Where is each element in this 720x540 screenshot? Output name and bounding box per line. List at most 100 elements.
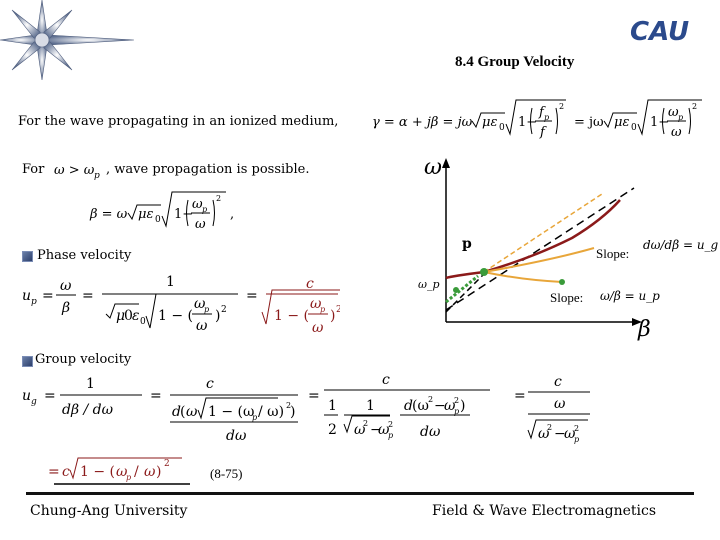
- footer-left: Chung-Ang University: [30, 503, 188, 519]
- point-label: p: [462, 236, 472, 252]
- slope-ug-expression: dω/dβ = u_g: [643, 238, 719, 252]
- svg-text:1 − (: 1 − (: [274, 308, 309, 324]
- svg-text:,: ,: [230, 207, 234, 222]
- svg-text:μ: μ: [116, 308, 125, 324]
- svg-text:p: p: [574, 435, 579, 444]
- group-velocity-result: = c 1 − (ωp / ω) 2: [48, 457, 190, 485]
- svg-text:p: p: [202, 205, 207, 214]
- svg-text:ω: ω: [144, 464, 156, 480]
- svg-text:u: u: [22, 388, 31, 404]
- svg-text:c: c: [206, 376, 214, 392]
- svg-text:p: p: [388, 431, 393, 440]
- svg-text:dω: dω: [420, 424, 441, 440]
- svg-text:β: β: [61, 300, 70, 316]
- svg-text:1−: 1−: [518, 115, 537, 130]
- svg-text:): ): [460, 398, 465, 414]
- svg-text:1 − (: 1 − (: [80, 464, 115, 480]
- svg-text:1: 1: [86, 376, 95, 392]
- svg-text:0: 0: [155, 215, 161, 225]
- svg-text:ω: ω: [354, 422, 366, 438]
- intro-text: For the wave propagating in an ionized m…: [18, 114, 339, 129]
- svg-text:c: c: [554, 374, 562, 390]
- slope-up-expression: ω/β = u_p: [600, 289, 660, 303]
- svg-text:2: 2: [692, 102, 697, 111]
- phase-line: [445, 273, 485, 313]
- point-marker: [453, 287, 459, 293]
- svg-text:=: =: [246, 288, 258, 304]
- footer-right: Field & Wave Electromagnetics: [432, 503, 657, 519]
- svg-text:2: 2: [363, 419, 368, 428]
- group-velocity-label: Group velocity: [35, 352, 132, 367]
- slide-title: 8.4 Group Velocity: [455, 54, 575, 70]
- university-logo: CAU: [626, 10, 702, 50]
- dispersion-diagram: ω β p ω_p: [418, 155, 651, 342]
- svg-text:): ): [156, 464, 161, 480]
- svg-text:p: p: [678, 113, 683, 122]
- for-label: For: [22, 162, 45, 177]
- point-marker: [559, 279, 565, 285]
- svg-text:dω: dω: [226, 428, 247, 444]
- svg-text:0: 0: [499, 123, 505, 133]
- slope-ug-label: Slope:: [596, 246, 630, 261]
- svg-text:CAU: CAU: [630, 17, 689, 47]
- svg-text:−: −: [554, 426, 566, 442]
- svg-text:/: /: [134, 464, 139, 480]
- svg-text:= jω: = jω: [574, 115, 604, 130]
- svg-text:dβ / dω: dβ / dω: [62, 402, 114, 418]
- svg-text:=: =: [150, 388, 162, 404]
- svg-text:ω: ω: [668, 105, 679, 120]
- svg-text:2: 2: [221, 305, 227, 315]
- svg-text:2: 2: [216, 194, 221, 203]
- svg-text:ω: ω: [444, 398, 456, 414]
- svg-text:p: p: [252, 413, 257, 422]
- wp-label: ω_p: [418, 278, 440, 291]
- svg-text:2: 2: [336, 305, 340, 315]
- tangent-curve: [483, 271, 563, 283]
- svg-text:ω: ω: [196, 318, 208, 334]
- bullet-icon: [22, 356, 33, 367]
- y-axis-label: ω: [424, 155, 442, 180]
- bullet-icon: [22, 251, 33, 262]
- svg-text:ω: ω: [194, 296, 206, 312]
- svg-text:p: p: [320, 305, 325, 314]
- svg-text:p: p: [204, 305, 209, 314]
- equation-number: (8-75): [210, 466, 243, 481]
- svg-text:1−: 1−: [650, 115, 669, 130]
- svg-text:d: d: [404, 398, 413, 414]
- svg-text:1: 1: [366, 398, 375, 414]
- svg-text:f: f: [539, 125, 547, 140]
- svg-text:1 − (: 1 − (: [158, 308, 193, 324]
- tangent-curve: [483, 247, 595, 273]
- svg-text:p: p: [94, 171, 100, 181]
- svg-text:=: =: [44, 388, 56, 404]
- svg-text:p: p: [454, 407, 459, 416]
- svg-text:2: 2: [574, 424, 579, 433]
- svg-text:=: =: [514, 388, 526, 404]
- svg-text:ω: ω: [671, 125, 682, 140]
- x-axis-label: β: [637, 317, 651, 342]
- svg-text:−: −: [434, 398, 446, 414]
- svg-text:f: f: [538, 105, 546, 120]
- svg-text:2: 2: [559, 102, 564, 111]
- svg-text:d: d: [172, 404, 181, 420]
- svg-text:/ ω): / ω): [258, 404, 284, 420]
- svg-text:c: c: [306, 276, 314, 292]
- svg-text:p: p: [544, 113, 549, 122]
- svg-text:c: c: [382, 372, 390, 388]
- svg-text:ω: ω: [310, 296, 322, 312]
- svg-text:2: 2: [388, 420, 393, 429]
- svg-text:ω > ω: ω > ω: [54, 163, 95, 178]
- slope-up-label: Slope:: [550, 290, 584, 305]
- svg-text:2: 2: [328, 422, 337, 438]
- svg-text:g: g: [31, 397, 37, 407]
- svg-text:p: p: [31, 297, 37, 307]
- svg-text:1: 1: [328, 398, 337, 414]
- svg-text:u: u: [22, 288, 31, 304]
- svg-text:ω: ω: [554, 396, 566, 412]
- svg-text:ω: ω: [60, 278, 72, 294]
- svg-text:2: 2: [547, 423, 552, 432]
- svg-text:=: =: [48, 464, 60, 480]
